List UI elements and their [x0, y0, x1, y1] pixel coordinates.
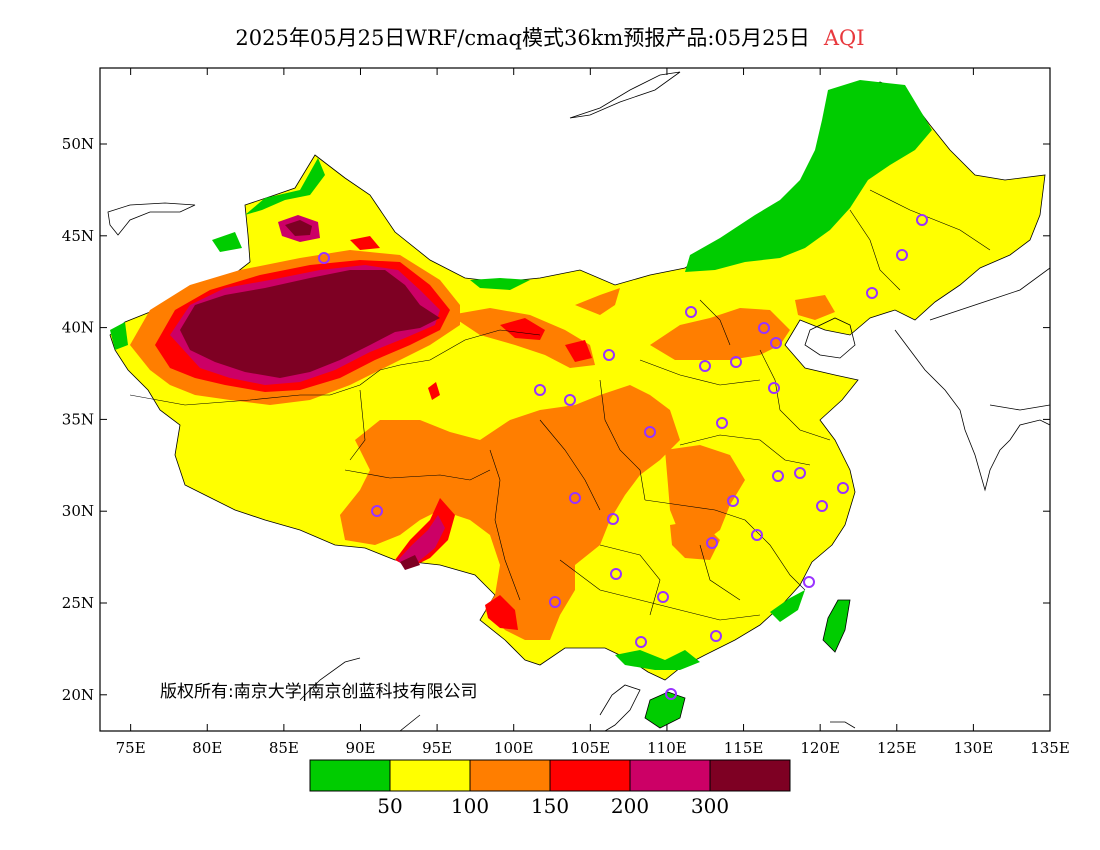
station-marker: [751, 529, 763, 541]
orange-north-plain: [650, 308, 790, 360]
hainan: [644, 691, 686, 729]
station-marker: [716, 417, 728, 429]
colorbar-swatch: [309, 759, 391, 792]
lat-tick-label: 35N: [62, 410, 94, 428]
station-marker: [916, 214, 928, 226]
lon-tick-label: 105E: [571, 739, 611, 757]
lon-tick-label: 130E: [954, 739, 994, 757]
lon-tick-label: 115E: [724, 739, 764, 757]
lat-tick-label: 30N: [62, 502, 94, 520]
map-frame: [99, 67, 1051, 732]
station-marker: [710, 630, 722, 642]
monitoring-stations: [318, 214, 928, 700]
station-marker: [607, 513, 619, 525]
taiwan: [822, 599, 851, 653]
lon-tick-label: 125E: [877, 739, 917, 757]
colorbar-label: 50: [377, 794, 402, 818]
station-marker: [768, 382, 780, 394]
orange-central: [665, 445, 745, 545]
colorbar-label: 200: [611, 794, 649, 818]
orange-inner-mongolia: [575, 288, 620, 315]
station-marker: [371, 505, 383, 517]
colorbar-swatch: [629, 759, 711, 792]
station-marker: [635, 636, 647, 648]
red-yunnan: [485, 595, 518, 630]
lat-tick-label: 20N: [62, 686, 94, 704]
colorbar-swatch: [389, 759, 471, 792]
station-marker: [706, 537, 718, 549]
colorbar-swatch: [469, 759, 551, 792]
maroon-taklamakan: [180, 270, 440, 378]
lon-tick-label: 90E: [345, 739, 375, 757]
title-highlight: AQI: [823, 26, 865, 50]
green-fujian: [770, 590, 805, 622]
maroon-xinjiang-north: [285, 220, 312, 236]
green-jungar: [212, 232, 242, 252]
station-marker: [770, 337, 782, 349]
station-marker: [772, 470, 784, 482]
station-marker: [534, 384, 546, 396]
province-boundaries: [129, 189, 991, 621]
station-marker: [657, 591, 669, 603]
station-marker: [603, 349, 615, 361]
station-marker: [727, 495, 739, 507]
map-layers: [107, 71, 1050, 731]
red-ningxia: [565, 340, 592, 362]
lon-tick-label: 135E: [1030, 739, 1070, 757]
map-title: 2025年05月25日WRF/cmaq模式36km预报产品:05月25日 AQI: [0, 22, 1100, 52]
colorbar-label: 300: [691, 794, 729, 818]
lat-tick-label: 40N: [62, 319, 94, 337]
station-marker: [803, 576, 815, 588]
green-northeast: [685, 80, 932, 272]
station-marker: [837, 482, 849, 494]
colorbar-swatch: [549, 759, 631, 792]
purple-tibet-south: [398, 515, 445, 568]
aqi-colorbar: 50 100 150 200 300: [309, 759, 791, 818]
station-marker: [569, 492, 581, 504]
station-marker: [549, 596, 561, 608]
longitude-axis: 75E 80E 85E 90E 95E 100E 105E 110E 115E 120E 125E 1…: [116, 68, 1070, 757]
red-qinghai-spot: [428, 382, 440, 400]
station-marker: [866, 287, 878, 299]
station-marker: [318, 252, 330, 264]
lon-tick-label: 80E: [192, 739, 222, 757]
colorbar-label: 100: [451, 794, 489, 818]
neighbor-coastlines: [107, 71, 1050, 731]
lon-tick-label: 95E: [422, 739, 452, 757]
title-main: 2025年05月25日WRF/cmaq模式36km预报产品:05月25日: [235, 26, 810, 50]
lat-tick-label: 50N: [62, 135, 94, 153]
orange-liaoning: [795, 295, 835, 320]
colorbar-swatch: [709, 759, 791, 792]
copyright-text: 版权所有:南京大学|南京创蓝科技有限公司: [160, 682, 477, 702]
orange-hunan: [670, 520, 720, 560]
station-marker: [730, 356, 742, 368]
lon-tick-label: 85E: [269, 739, 299, 757]
lon-tick-label: 110E: [647, 739, 687, 757]
green-south-coast: [615, 650, 700, 670]
lon-tick-label: 120E: [800, 739, 840, 757]
lon-tick-label: 75E: [116, 739, 146, 757]
maroon-tibet-south: [400, 555, 420, 570]
lat-tick-label: 25N: [62, 594, 94, 612]
station-marker: [794, 467, 806, 479]
colorbar-label: 150: [531, 794, 569, 818]
station-marker: [644, 426, 656, 438]
station-marker: [896, 249, 908, 261]
latitude-axis: 50N 45N 40N 35N 30N 25N 20N: [62, 135, 1050, 704]
green-hami: [470, 278, 530, 290]
station-marker: [564, 394, 576, 406]
lon-tick-label: 100E: [494, 739, 534, 757]
lat-tick-label: 45N: [62, 227, 94, 245]
station-marker: [610, 568, 622, 580]
red-xinjiang-north: [350, 236, 380, 250]
green-northwest: [245, 158, 325, 215]
station-marker: [816, 500, 828, 512]
green-west-edge: [110, 322, 128, 350]
station-marker: [665, 688, 677, 700]
station-marker: [685, 306, 697, 318]
station-marker: [758, 322, 770, 334]
station-marker: [699, 360, 711, 372]
orange-tibet-sichuan: [340, 385, 680, 640]
